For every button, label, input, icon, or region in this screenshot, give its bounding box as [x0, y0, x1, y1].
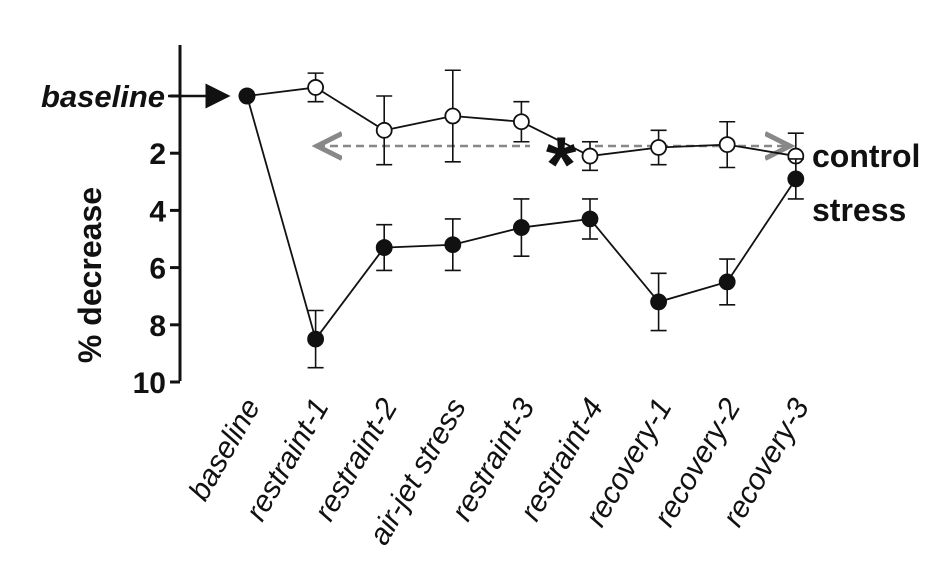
y-tick-label: 2 — [149, 138, 166, 171]
series-control — [238, 69, 805, 180]
y-axis-label: % decrease — [72, 187, 108, 363]
y-ticks: 2 4 6 8 10 — [133, 94, 180, 400]
series-label-stress: stress — [812, 192, 906, 228]
series-label-control: control — [812, 138, 920, 174]
series-labels: control stress — [812, 138, 920, 228]
baseline-label: baseline — [41, 79, 165, 114]
data-point — [375, 239, 393, 256]
data-point — [581, 147, 599, 165]
y-tick-label: 8 — [149, 310, 166, 343]
data-point — [307, 79, 325, 96]
data-point — [650, 293, 667, 311]
data-point — [581, 210, 599, 228]
data-point — [307, 330, 325, 348]
y-tick-label: 4 — [149, 195, 166, 228]
data-point — [718, 273, 736, 291]
data-point — [513, 219, 530, 236]
data-point — [375, 121, 393, 139]
y-tick-label: 10 — [133, 367, 166, 400]
data-point — [444, 107, 462, 125]
y-tick-label: 6 — [149, 253, 166, 286]
data-point — [513, 113, 530, 131]
data-point — [238, 87, 256, 105]
data-point — [444, 236, 462, 254]
significance-asterisk: * — [546, 120, 577, 208]
data-point — [650, 139, 667, 156]
data-point — [718, 136, 736, 154]
series-layer — [238, 69, 805, 369]
series-stress — [238, 87, 805, 369]
data-point — [787, 170, 805, 188]
